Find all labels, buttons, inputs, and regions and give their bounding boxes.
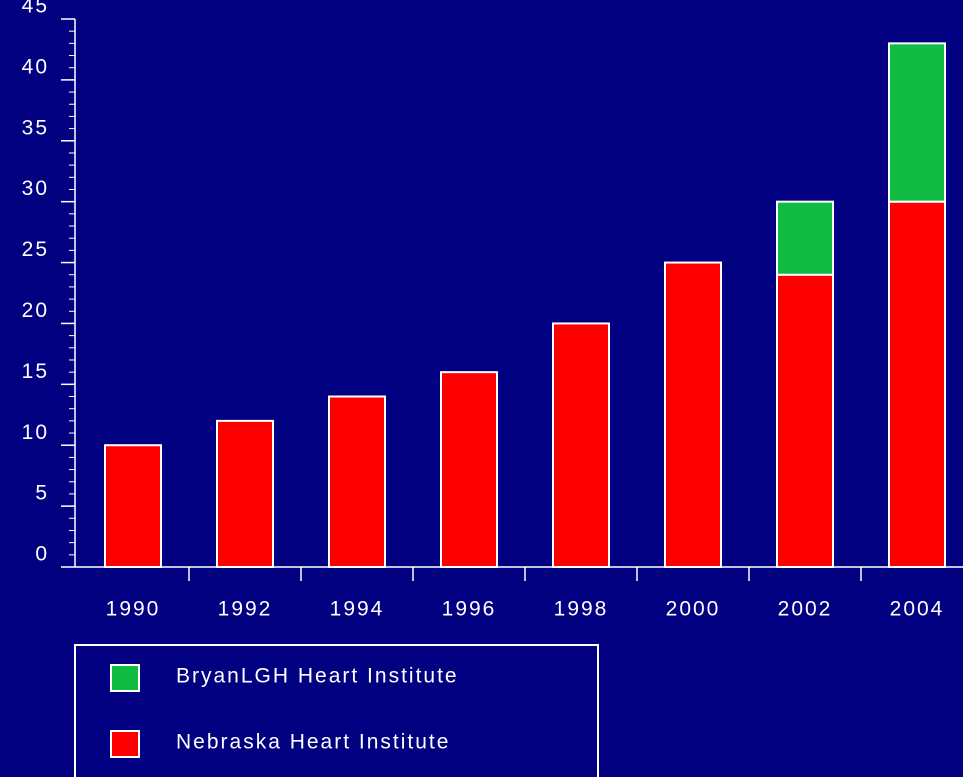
x-tick-label: 1998 <box>554 598 609 621</box>
y-tick-label: 40 <box>22 55 49 78</box>
x-tick-label: 1994 <box>330 598 385 621</box>
y-tick-label: 15 <box>22 360 49 383</box>
y-tick-label: 30 <box>22 177 49 200</box>
legend-swatch <box>110 730 140 758</box>
bar <box>776 200 834 276</box>
x-tick-label: 1992 <box>218 598 273 621</box>
y-tick-label: 0 <box>35 543 49 566</box>
bar <box>216 419 274 568</box>
bar <box>104 444 162 569</box>
x-tick-label: 2000 <box>666 598 721 621</box>
y-tick-label: 45 <box>22 0 49 18</box>
y-tick-label: 20 <box>22 299 49 322</box>
x-tick-label: 1996 <box>442 598 497 621</box>
y-tick-label: 35 <box>22 116 49 139</box>
legend-box <box>74 644 599 777</box>
bar <box>440 371 498 568</box>
x-tick-label: 2002 <box>778 598 833 621</box>
bar <box>664 261 722 568</box>
legend-swatch <box>110 664 140 692</box>
bar <box>888 42 946 203</box>
legend-label: Nebraska Heart Institute <box>176 731 450 754</box>
x-tick-label: 2004 <box>890 598 945 621</box>
y-tick-label: 10 <box>22 421 49 444</box>
bar <box>776 273 834 568</box>
y-tick-label: 5 <box>35 482 49 505</box>
y-tick-label: 25 <box>22 238 49 261</box>
bar <box>552 322 610 569</box>
bar <box>328 395 386 568</box>
x-tick-label: 1990 <box>106 598 161 621</box>
legend-label: BryanLGH Heart Institute <box>176 665 459 688</box>
bar <box>888 200 946 569</box>
